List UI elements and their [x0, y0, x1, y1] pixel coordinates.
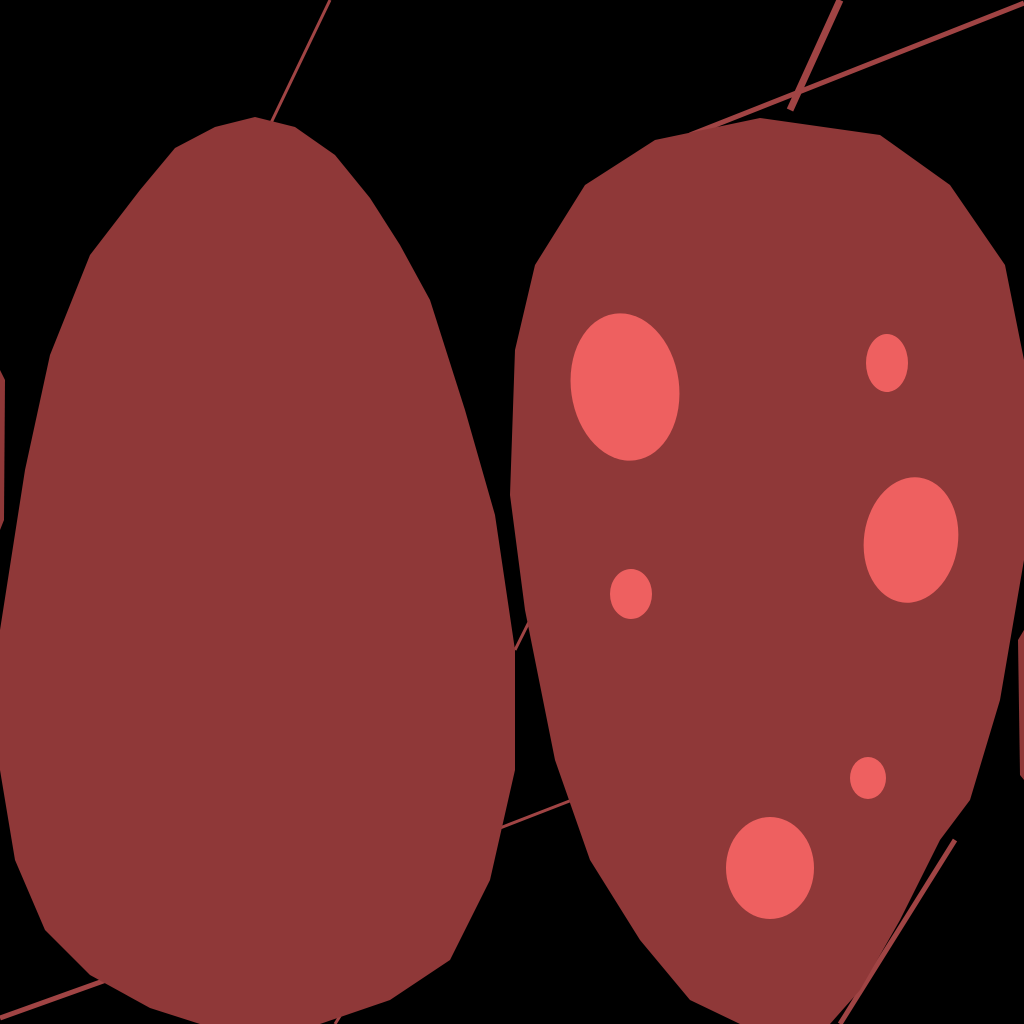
background-line: [689, 0, 1024, 138]
background-line: [268, 0, 332, 126]
egg-spot: [863, 477, 959, 603]
plain-egg[interactable]: [0, 117, 515, 1024]
egg-spot: [570, 313, 680, 461]
egg-spot: [726, 817, 814, 919]
background-line: [513, 619, 532, 651]
egg-spots: [570, 313, 959, 919]
egg-spot: [610, 569, 652, 619]
egg-spot: [850, 757, 886, 799]
egg-fragment-left-edge: [0, 370, 5, 530]
background-line: [0, 972, 121, 1021]
egg-fragment-right-edge: [1018, 630, 1024, 780]
background-line: [837, 838, 958, 1024]
egg-spot: [866, 334, 908, 392]
